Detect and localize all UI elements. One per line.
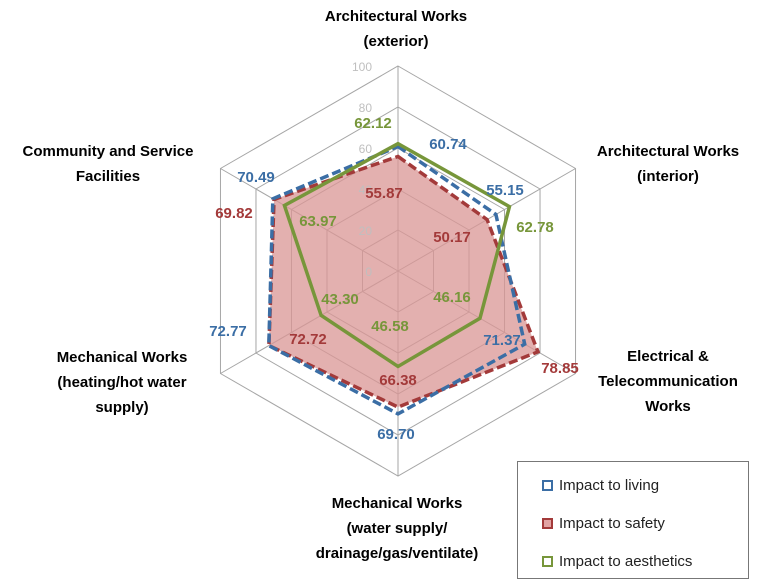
series-polygon-impact-to-living xyxy=(267,144,527,416)
tick-label: 80 xyxy=(359,101,373,115)
legend-item-safety: Impact to safety xyxy=(542,513,665,533)
data-label: 62.12 xyxy=(354,115,392,132)
category-label: (water supply/ xyxy=(347,520,449,537)
legend-label-safety: Impact to safety xyxy=(559,514,665,532)
series-layer xyxy=(267,141,541,416)
data-label: 66.38 xyxy=(379,372,417,389)
data-label: 62.78 xyxy=(516,219,554,236)
tick-label: 40 xyxy=(359,183,373,197)
data-label: 69.82 xyxy=(215,205,253,222)
legend-swatch-aesthetics xyxy=(542,555,553,567)
data-label: 72.72 xyxy=(289,331,327,348)
category-label: Mechanical Works xyxy=(332,495,463,512)
category-label: Telecommunication xyxy=(598,373,738,390)
category-label: Electrical & xyxy=(627,348,709,365)
category-label: Mechanical Works xyxy=(57,349,188,366)
tick-label: 20 xyxy=(359,224,373,238)
data-label: 72.77 xyxy=(209,323,247,340)
legend-label-living: Impact to living xyxy=(559,476,660,494)
data-label: 46.16 xyxy=(433,289,471,306)
data-label: 55.87 xyxy=(365,185,403,202)
tick-labels: 0 20 40 60 80 100 xyxy=(352,60,372,279)
tick-label: 100 xyxy=(352,60,372,74)
category-label: Architectural Works xyxy=(325,8,467,25)
category-label: Facilities xyxy=(76,168,140,185)
data-label: 50.17 xyxy=(433,229,471,246)
category-label: (exterior) xyxy=(363,33,428,50)
category-label: Community and Service xyxy=(23,143,194,160)
category-label: drainage/gas/ventilate) xyxy=(316,545,479,562)
category-labels: Architectural Works (exterior) Architectur… xyxy=(23,8,740,562)
tick-label: 60 xyxy=(359,142,373,156)
legend: Impact to living Impact to safety Impact… xyxy=(517,461,749,579)
data-label: 63.97 xyxy=(299,213,337,230)
tick-label: 0 xyxy=(365,265,372,279)
legend-swatch-safety xyxy=(542,517,553,529)
legend-label-aesthetics: Impact to aesthetics xyxy=(559,552,693,570)
data-label: 43.30 xyxy=(321,291,359,308)
data-labels: 60.74 55.15 71.37 69.70 72.77 70.49 55.87 50.17… xyxy=(209,115,579,443)
category-label: Works xyxy=(645,398,691,415)
legend-item-aesthetics: Impact to aesthetics xyxy=(542,551,692,571)
data-label: 69.70 xyxy=(377,426,415,443)
data-label: 71.37 xyxy=(483,332,521,349)
data-label: 55.15 xyxy=(486,182,524,199)
legend-item-living: Impact to living xyxy=(542,475,659,495)
legend-swatch-living xyxy=(542,479,553,491)
category-label: (interior) xyxy=(637,168,699,185)
data-label: 78.85 xyxy=(541,360,579,377)
data-label: 46.58 xyxy=(371,318,409,335)
series-polygon-impact-to-aesthetics xyxy=(282,141,512,369)
data-label: 60.74 xyxy=(429,136,467,153)
category-label: supply) xyxy=(95,399,148,416)
data-label: 70.49 xyxy=(237,169,275,186)
category-label: Architectural Works xyxy=(597,143,739,160)
category-label: (heating/hot water xyxy=(57,374,186,391)
